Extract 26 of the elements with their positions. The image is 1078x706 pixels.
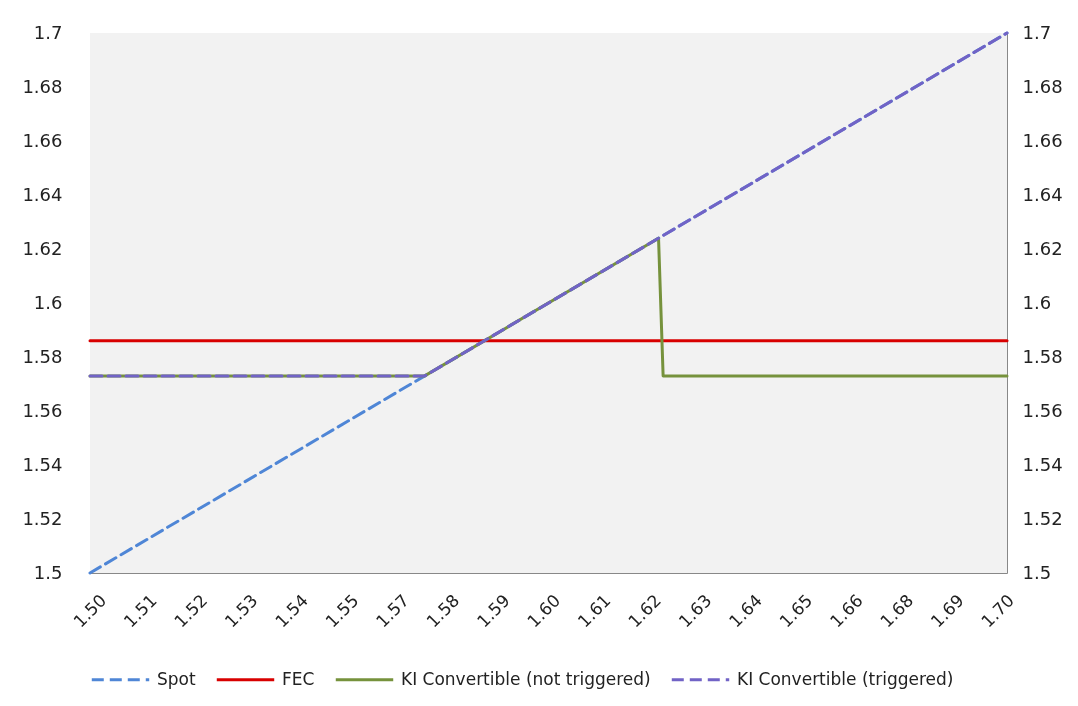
y2-tick-label: 1.68	[1022, 75, 1063, 97]
legend-label: Spot	[157, 668, 196, 689]
y2-tick-label: 1.66	[1022, 129, 1063, 151]
legend-label: KI Convertible (triggered)	[737, 668, 954, 689]
y-tick-label: 1.64	[22, 183, 63, 205]
y-tick-label: 1.6	[33, 291, 63, 313]
y2-tick-label: 1.52	[1022, 507, 1063, 529]
y2-tick-label: 1.5	[1022, 561, 1052, 583]
y-tick-label: 1.5	[33, 561, 63, 583]
y-tick-label: 1.62	[22, 237, 63, 259]
y-tick-label: 1.7	[33, 21, 63, 43]
y-tick-label: 1.56	[22, 399, 63, 421]
y2-tick-label: 1.62	[1022, 237, 1063, 259]
y-tick-label: 1.58	[22, 345, 63, 367]
y-tick-label: 1.68	[22, 75, 63, 97]
legend-label: KI Convertible (not triggered)	[401, 668, 651, 689]
y-tick-label: 1.52	[22, 507, 63, 529]
y2-tick-label: 1.58	[1022, 345, 1063, 367]
y2-tick-label: 1.6	[1022, 291, 1052, 313]
y-tick-label: 1.54	[22, 453, 63, 475]
y2-tick-label: 1.7	[1022, 21, 1052, 43]
y-tick-label: 1.66	[22, 129, 63, 151]
y2-tick-label: 1.56	[1022, 399, 1063, 421]
y2-tick-label: 1.64	[1022, 183, 1063, 205]
legend-label: FEC	[282, 668, 315, 689]
y2-tick-label: 1.54	[1022, 453, 1063, 475]
